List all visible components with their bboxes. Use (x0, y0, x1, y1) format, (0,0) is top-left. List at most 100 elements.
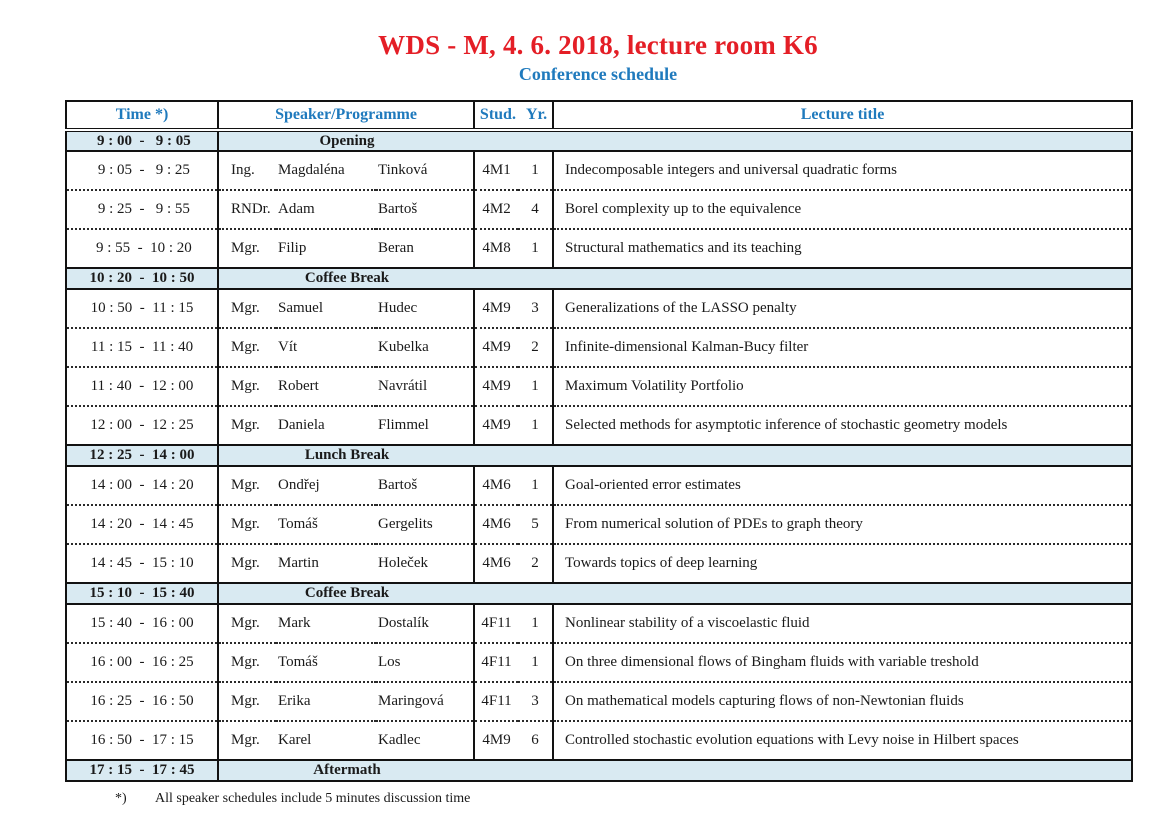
speaker-degree: RNDr. (218, 189, 276, 229)
break-label-cell: Coffee Break (218, 582, 1133, 605)
lecture-title: Selected methods for asymptotic inferenc… (553, 405, 1133, 445)
study-programme: 4F11 (474, 681, 519, 721)
speaker-last-name: Bartoš (376, 189, 476, 229)
speaker-last-name: Maringová (376, 681, 476, 721)
talk-time: 16 : 25 - 16 : 50 (66, 681, 219, 721)
talk-row: 11 : 15 - 11 : 40 Mgr. Vít Kubelka 4M9 2… (66, 327, 1133, 367)
study-year: 1 (518, 405, 555, 445)
page-title: WDS - M, 4. 6. 2018, lecture room K6 (378, 30, 818, 60)
study-programme: 4M9 (474, 405, 519, 445)
break-time: 9 : 00 - 9 : 05 (66, 129, 219, 152)
talk-time: 11 : 15 - 11 : 40 (66, 327, 219, 367)
lecture-title: From numerical solution of PDEs to graph… (553, 504, 1133, 544)
talk-row: 16 : 50 - 17 : 15 Mgr. Karel Kadlec 4M9 … (66, 720, 1133, 760)
lecture-title: On three dimensional flows of Bingham fl… (553, 642, 1133, 682)
col-header-yr: Yr. (525, 106, 548, 123)
speaker-first-name: Magdaléna (278, 162, 345, 178)
break-row: 9 : 00 - 9 : 05 Opening (66, 129, 1133, 152)
speaker-first-name: Mark (278, 615, 311, 631)
talk-row: 11 : 40 - 12 : 00 Mgr. Robert Navrátil 4… (66, 366, 1133, 406)
break-row: 10 : 20 - 10 : 50 Coffee Break (66, 267, 1133, 290)
talk-row: 9 : 55 - 10 : 20 Mgr. Filip Beran 4M8 1 … (66, 228, 1133, 268)
lecture-title: Structural mathematics and its teaching (553, 228, 1133, 268)
talk-time: 11 : 40 - 12 : 00 (66, 366, 219, 406)
speaker-first-name: Tomáš (276, 642, 376, 682)
study-programme: 4M9 (474, 366, 519, 406)
speaker-degree: Mgr. (218, 543, 276, 583)
col-header-lecture: Lecture title (553, 101, 1133, 132)
talk-row: 10 : 50 - 11 : 15 Mgr. Samuel Hudec 4M9 … (66, 289, 1132, 328)
study-year: 1 (518, 466, 555, 505)
talk-time: 9 : 05 - 9 : 25 (66, 151, 219, 190)
lecture-title: Borel complexity up to the equivalence (553, 189, 1133, 229)
speaker-first-name: Martin (276, 543, 376, 583)
speaker-first-name: Adam (276, 189, 376, 229)
speaker-last-name: Beran (376, 228, 476, 268)
study-year: 3 (518, 289, 555, 328)
speaker-degree: Mgr. (218, 366, 276, 406)
talk-time: 14 : 20 - 14 : 45 (66, 504, 219, 544)
study-year: 1 (518, 642, 555, 682)
break-time: 12 : 25 - 14 : 00 (66, 444, 219, 467)
speaker-first-name: Karel (276, 720, 376, 760)
col-header-time: Time *) (66, 101, 219, 132)
speaker-first-name: Tomáš (276, 504, 376, 544)
schedule-table: Time *) Speaker/Programme Stud. Yr. Lectu… (65, 100, 1134, 782)
speaker-last-name: Tinková (376, 151, 476, 190)
study-year: 6 (518, 720, 555, 760)
study-programme: 4M2 (474, 189, 519, 229)
talk-row: 14 : 00 - 14 : 20 Mgr. Ondřej Bartoš 4M6… (66, 466, 1132, 505)
content-column: WDS - M, 4. 6. 2018, lecture room K6 Con… (65, 0, 1134, 807)
study-programme: 4M9 (474, 327, 519, 367)
study-year: 1 (518, 228, 555, 268)
study-programme: 4M6 (474, 543, 519, 583)
speaker-degree: Mgr. (231, 615, 260, 631)
speaker-last-name: Hudec (376, 289, 476, 328)
break-label: Aftermath (313, 762, 381, 778)
talk-row: 12 : 00 - 12 : 25 Mgr. Daniela Flimmel 4… (66, 405, 1133, 445)
speaker-last-name: Los (376, 642, 476, 682)
talk-row: 16 : 25 - 16 : 50 Mgr. Erika Maringová 4… (66, 681, 1133, 721)
speaker-last-name: Bartoš (376, 466, 476, 505)
talk-time: 16 : 50 - 17 : 15 (66, 720, 219, 760)
talk-time: 15 : 40 - 16 : 00 (66, 604, 219, 643)
talk-time: 10 : 50 - 11 : 15 (66, 289, 219, 328)
study-programme: 4M6 (482, 477, 511, 493)
lecture-title: Generalizations of the LASSO penalty (565, 300, 797, 316)
col-header-speaker: Speaker/Programme (218, 101, 476, 132)
speaker-first-name: Robert (276, 366, 376, 406)
study-programme: 4M6 (474, 504, 519, 544)
speaker-degree: Mgr. (218, 405, 276, 445)
lecture-title: On mathematical models capturing flows o… (553, 681, 1133, 721)
talk-time: 16 : 00 - 16 : 25 (66, 642, 219, 682)
study-programme: 4M8 (474, 228, 519, 268)
break-label: Lunch Break (304, 447, 390, 463)
speaker-degree: Mgr. (218, 681, 276, 721)
speaker-degree: Mgr. (218, 504, 276, 544)
speaker-first-name: Erika (276, 681, 376, 721)
talk-row: 16 : 00 - 16 : 25 Mgr. Tomáš Los 4F11 1 … (66, 642, 1133, 682)
speaker-degree: Mgr. (231, 477, 260, 493)
col-header-stud: Stud. (479, 106, 516, 123)
talk-row: 15 : 40 - 16 : 00 Mgr. Mark Dostalík 4F1… (66, 604, 1132, 643)
speaker-degree: Mgr. (218, 228, 276, 268)
talk-time: 14 : 00 - 14 : 20 (66, 466, 219, 505)
study-programme: 4F11 (474, 642, 519, 682)
speaker-last-name: Dostalík (376, 604, 476, 643)
speaker-degree: Mgr. (218, 642, 276, 682)
speaker-first-name: Ondřej (278, 477, 320, 493)
speaker-last-name: Holeček (376, 543, 476, 583)
footnote-marker: *) (115, 791, 127, 806)
speaker-last-name: Navrátil (376, 366, 476, 406)
page-subtitle: Conference schedule (518, 64, 678, 84)
study-year: 1 (518, 151, 555, 190)
talk-row: 14 : 45 - 15 : 10 Mgr. Martin Holeček 4M… (66, 543, 1133, 583)
lecture-title: Infinite-dimensional Kalman-Bucy filter (553, 327, 1133, 367)
break-label: Opening (319, 132, 375, 149)
header-row: Time *) Speaker/Programme Stud. Yr. Lectu… (66, 101, 1133, 132)
lecture-title: Goal-oriented error estimates (565, 477, 741, 493)
study-programme: 4F11 (481, 615, 512, 631)
footnote: *) All speaker schedules include 5 minut… (115, 791, 1131, 807)
break-label-cell: Lunch Break (218, 444, 1133, 467)
